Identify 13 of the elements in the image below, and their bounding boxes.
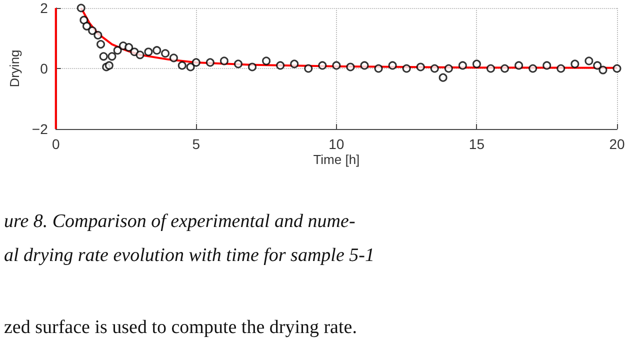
x-tick-label: 10 <box>328 136 344 152</box>
y-tick-label: −2 <box>32 121 48 137</box>
x-tick-label: 5 <box>192 136 200 152</box>
x-axis-title: Time [h] <box>313 152 360 167</box>
text: ure 8. Comparison of experimental and nume- <box>4 211 356 232</box>
y-tick-label: 0 <box>40 60 48 76</box>
text: zed surface is used to compute the drying rate. <box>4 317 357 338</box>
y-tick-label: 2 <box>40 0 48 16</box>
x-tick-label: 0 <box>52 136 60 152</box>
y-axis-title: Drying <box>7 50 22 88</box>
text: al drying rate evolution with time for sample 5-1 <box>4 245 374 266</box>
x-tick-label: 15 <box>468 136 485 152</box>
x-tick-label: 20 <box>609 136 625 152</box>
